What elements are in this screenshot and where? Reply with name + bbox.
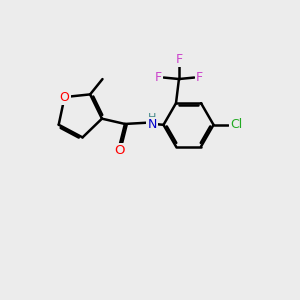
Text: H: H bbox=[148, 113, 156, 123]
Text: N: N bbox=[147, 118, 157, 131]
Text: O: O bbox=[114, 144, 125, 157]
Text: F: F bbox=[155, 71, 162, 84]
Text: O: O bbox=[60, 91, 70, 103]
Text: F: F bbox=[196, 71, 203, 84]
Text: F: F bbox=[176, 53, 182, 66]
Text: Cl: Cl bbox=[230, 118, 242, 131]
